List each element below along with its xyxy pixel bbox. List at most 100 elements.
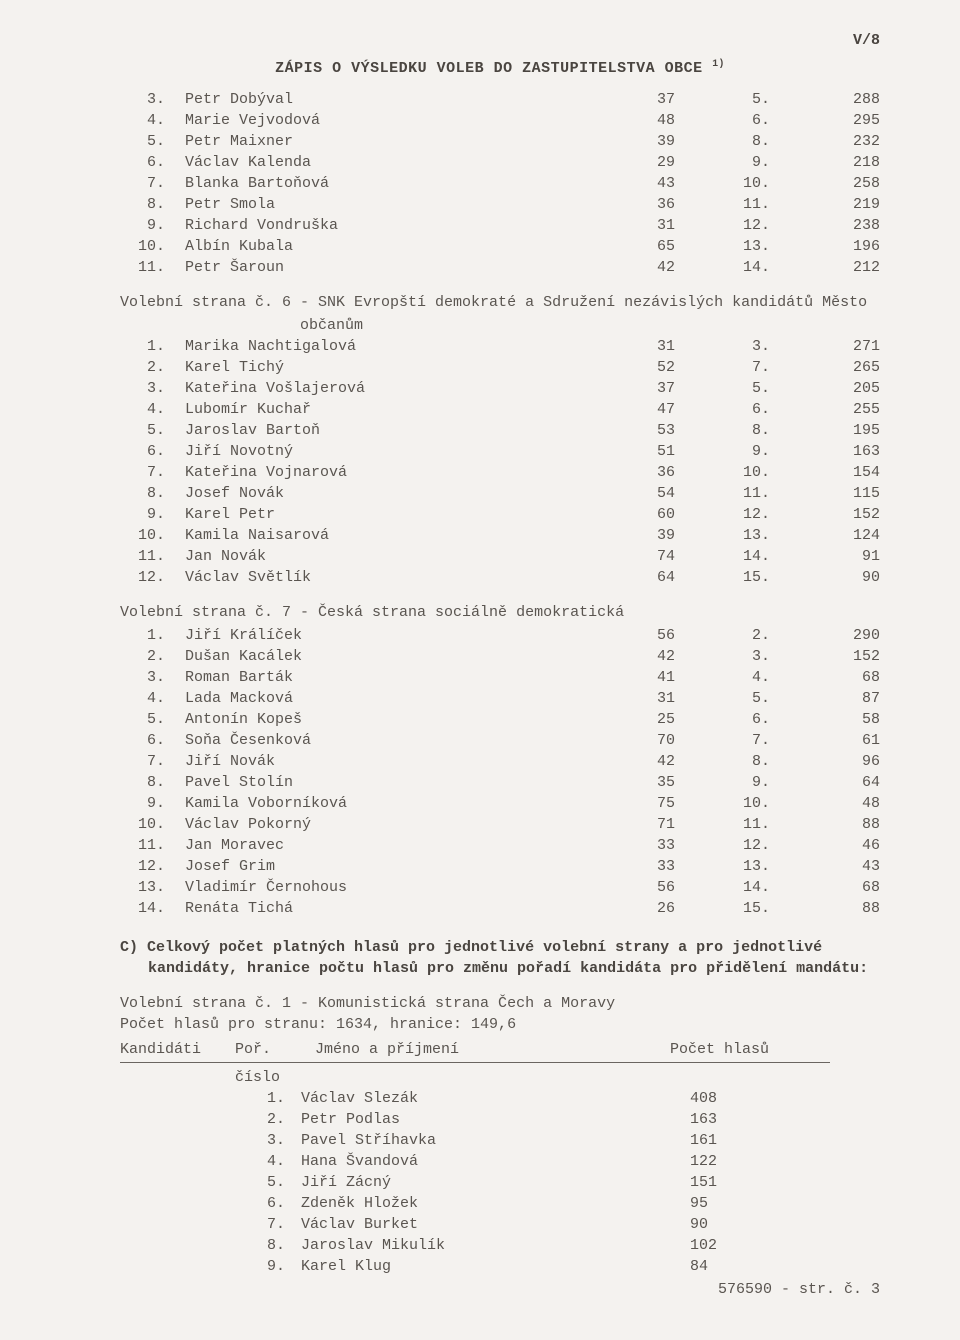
page-number: V/8 — [120, 30, 880, 51]
candidate-name: Josef Grim — [185, 856, 605, 877]
row-index: 8. — [120, 194, 185, 215]
vote-row: 7.Václav Burket90 — [120, 1214, 830, 1235]
vote-candidate-name: Václav Slezák — [301, 1088, 690, 1109]
value-c: 96 — [800, 751, 880, 772]
value-c: 195 — [800, 420, 880, 441]
vote-row-pad — [120, 1235, 235, 1256]
value-a: 56 — [605, 625, 715, 646]
value-a: 31 — [605, 336, 715, 357]
candidate-name: Lada Macková — [185, 688, 605, 709]
title-superscript: 1) — [712, 58, 725, 69]
value-c: 46 — [800, 835, 880, 856]
value-b: 14 — [715, 257, 800, 278]
vote-row-pad — [120, 1088, 235, 1109]
value-b: 10 — [715, 462, 800, 483]
vote-count: 102 — [690, 1235, 830, 1256]
value-c: 68 — [800, 877, 880, 898]
candidate-row: 7.Blanka Bartoňová4310258 — [120, 173, 880, 194]
row-index: 2. — [120, 357, 185, 378]
candidate-name: Karel Petr — [185, 504, 605, 525]
row-index: 3. — [120, 378, 185, 399]
col-poradi: Poř. — [235, 1039, 315, 1060]
value-a: 29 — [605, 152, 715, 173]
candidate-row: 11.Jan Novák741491 — [120, 546, 880, 567]
row-index: 3. — [120, 667, 185, 688]
vote-row: 2.Petr Podlas163 — [120, 1109, 830, 1130]
candidate-row: 1.Marika Nachtigalová313271 — [120, 336, 880, 357]
vote-row-index: 1. — [235, 1088, 301, 1109]
candidate-row: 7.Jiří Novák42896 — [120, 751, 880, 772]
vote-row-index: 4. — [235, 1151, 301, 1172]
candidate-row: 8.Pavel Stolín35964 — [120, 772, 880, 793]
candidate-row: 10.Kamila Naisarová3913124 — [120, 525, 880, 546]
candidate-name: Soňa Česenková — [185, 730, 605, 751]
candidate-name: Marie Vejvodová — [185, 110, 605, 131]
value-c: 295 — [800, 110, 880, 131]
value-c: 271 — [800, 336, 880, 357]
candidate-row: 4.Marie Vejvodová486295 — [120, 110, 880, 131]
title-text: ZÁPIS O VÝSLEDKU VOLEB DO ZASTUPITELSTVA… — [275, 60, 712, 77]
row-index: 9. — [120, 215, 185, 236]
value-c: 265 — [800, 357, 880, 378]
value-a: 36 — [605, 462, 715, 483]
vote-row-pad — [120, 1151, 235, 1172]
row-index: 14. — [120, 898, 185, 919]
value-c: 258 — [800, 173, 880, 194]
vote-candidate-name: Petr Podlas — [301, 1109, 690, 1130]
value-a: 42 — [605, 646, 715, 667]
candidate-row: 14.Renáta Tichá261588 — [120, 898, 880, 919]
candidate-row: 1.Jiří Králíček562290 — [120, 625, 880, 646]
vote-row: 1.Václav Slezák408 — [120, 1088, 830, 1109]
candidate-row: 10.Albín Kubala6513196 — [120, 236, 880, 257]
row-index: 6. — [120, 441, 185, 462]
value-b: 13 — [715, 236, 800, 257]
row-index: 6. — [120, 152, 185, 173]
candidate-row: 4.Lubomír Kuchař476255 — [120, 399, 880, 420]
value-c: 58 — [800, 709, 880, 730]
value-a: 37 — [605, 378, 715, 399]
candidate-row: 9.Karel Petr6012152 — [120, 504, 880, 525]
value-a: 54 — [605, 483, 715, 504]
vote-count: 90 — [690, 1214, 830, 1235]
value-a: 53 — [605, 420, 715, 441]
party-6-header: Volební strana č. 6 - SNK Evropští demok… — [120, 292, 880, 313]
row-index: 3. — [120, 89, 185, 110]
candidate-name: Kamila Naisarová — [185, 525, 605, 546]
value-a: 33 — [605, 835, 715, 856]
row-index: 8. — [120, 772, 185, 793]
candidate-row: 3.Kateřina Vošlajerová375205 — [120, 378, 880, 399]
value-b: 3 — [715, 336, 800, 357]
value-a: 75 — [605, 793, 715, 814]
value-c: 68 — [800, 667, 880, 688]
value-a: 65 — [605, 236, 715, 257]
row-index: 5. — [120, 709, 185, 730]
candidate-name: Richard Vondruška — [185, 215, 605, 236]
vote-row-index: 3. — [235, 1130, 301, 1151]
row-index: 1. — [120, 625, 185, 646]
vote-count: 161 — [690, 1130, 830, 1151]
value-a: 41 — [605, 667, 715, 688]
value-a: 37 — [605, 89, 715, 110]
value-a: 25 — [605, 709, 715, 730]
vote-row-index: 2. — [235, 1109, 301, 1130]
value-c: 218 — [800, 152, 880, 173]
candidate-name: Jan Novák — [185, 546, 605, 567]
value-b: 13 — [715, 856, 800, 877]
value-b: 2 — [715, 625, 800, 646]
vote-count: 95 — [690, 1193, 830, 1214]
row-index: 11. — [120, 546, 185, 567]
candidate-row: 8.Josef Novák5411115 — [120, 483, 880, 504]
value-b: 9 — [715, 152, 800, 173]
party-7-header: Volební strana č. 7 - Česká strana sociá… — [120, 602, 880, 623]
votes-table-header: Kandidáti Poř. Jméno a příjmení Počet hl… — [120, 1039, 830, 1063]
row-index: 8. — [120, 483, 185, 504]
vote-row-index: 6. — [235, 1193, 301, 1214]
value-a: 60 — [605, 504, 715, 525]
value-a: 39 — [605, 525, 715, 546]
value-c: 48 — [800, 793, 880, 814]
row-index: 12. — [120, 567, 185, 588]
candidate-row: 7.Kateřina Vojnarová3610154 — [120, 462, 880, 483]
value-c: 163 — [800, 441, 880, 462]
value-a: 36 — [605, 194, 715, 215]
candidate-row: 6.Václav Kalenda299218 — [120, 152, 880, 173]
